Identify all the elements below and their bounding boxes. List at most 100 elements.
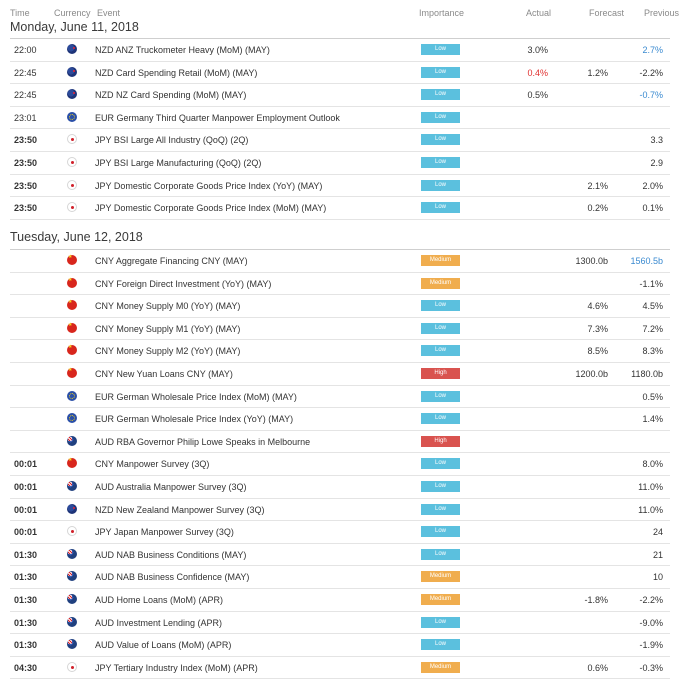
event-name[interactable]: JPY Japan Manpower Survey (3Q) bbox=[95, 527, 234, 538]
previous-value: 11.0% bbox=[638, 481, 663, 492]
table-row[interactable]: CNY Money Supply M0 (YoY) (MAY) Low 4.6% 4.… bbox=[10, 295, 670, 318]
importance-badge: Low bbox=[421, 639, 460, 651]
table-row[interactable]: 00:01 AUD Australia Manpower Survey (3Q) L… bbox=[10, 476, 670, 499]
header-currency: Currency bbox=[54, 8, 91, 18]
importance-badge: Low bbox=[421, 526, 460, 538]
eu-flag-icon bbox=[67, 111, 77, 122]
event-name[interactable]: AUD Investment Lending (APR) bbox=[95, 617, 223, 628]
eu-flag-icon bbox=[67, 390, 77, 401]
nz-flag-icon bbox=[67, 66, 77, 77]
importance-badge: High bbox=[421, 435, 460, 447]
table-row[interactable]: 00:01 CNY Manpower Survey (3Q) Low 8.0% bbox=[10, 453, 670, 476]
table-row[interactable]: CNY New Yuan Loans CNY (MAY) High 1200.0b 1… bbox=[10, 363, 670, 386]
event-time: 22:45 bbox=[14, 90, 37, 101]
event-name[interactable]: JPY Domestic Corporate Goods Price Index… bbox=[95, 203, 327, 214]
jp-flag-icon bbox=[67, 661, 77, 672]
table-row[interactable]: CNY Aggregate Financing CNY (MAY) Medium 1… bbox=[10, 250, 670, 273]
cn-flag-icon bbox=[67, 367, 77, 378]
event-name[interactable]: CNY Money Supply M2 (YoY) (MAY) bbox=[95, 346, 241, 357]
previous-value: -0.3% bbox=[639, 662, 663, 673]
importance-badge: Low bbox=[421, 458, 460, 470]
previous-value: 1.4% bbox=[642, 414, 663, 425]
table-row[interactable]: 22:00 NZD ANZ Truckometer Heavy (MoM) (MA… bbox=[10, 39, 670, 62]
event-name[interactable]: NZD New Zealand Manpower Survey (3Q) bbox=[95, 504, 265, 515]
previous-value: 21 bbox=[652, 549, 663, 560]
importance-badge: Medium bbox=[421, 571, 460, 583]
table-row[interactable]: 23:50 JPY BSI Large All Industry (QoQ) (2… bbox=[10, 129, 670, 152]
au-flag-icon bbox=[67, 548, 77, 559]
importance-badge: High bbox=[421, 367, 460, 379]
cn-flag-icon bbox=[67, 457, 77, 469]
event-name[interactable]: CNY Money Supply M0 (YoY) (MAY) bbox=[95, 301, 241, 312]
event-name[interactable]: JPY BSI Large Manufacturing (QoQ) (2Q) bbox=[95, 157, 262, 168]
table-row[interactable]: EUR German Wholesale Price Index (MoM) (… bbox=[10, 386, 670, 409]
importance-badge: Low bbox=[421, 616, 460, 628]
event-name[interactable]: CNY Manpower Survey (3Q) bbox=[95, 459, 210, 470]
table-row[interactable]: 01:30 AUD Value of Loans (MoM) (APR) Low -1… bbox=[10, 634, 670, 657]
table-row[interactable]: EUR German Wholesale Price Index (YoY) (… bbox=[10, 408, 670, 431]
jp-flag-icon bbox=[67, 134, 77, 145]
forecast-value: 1200.0b bbox=[575, 368, 608, 379]
event-name[interactable]: NZD ANZ Truckometer Heavy (MoM) (MAY) bbox=[95, 45, 270, 55]
event-name[interactable]: AUD Home Loans (MoM) (APR) bbox=[95, 594, 224, 605]
jp-flag-icon bbox=[67, 179, 77, 190]
event-name[interactable]: EUR German Wholesale Price Index (MoM) (… bbox=[95, 391, 297, 402]
event-time: 00:01 bbox=[14, 527, 38, 538]
event-name[interactable]: EUR Germany Third Quarter Manpower Emplo… bbox=[95, 112, 340, 123]
event-name[interactable]: NZD NZ Card Spending (MoM) (MAY) bbox=[95, 90, 247, 101]
table-row[interactable]: 01:30 AUD NAB Business Conditions (MAY) Lo… bbox=[10, 544, 670, 567]
table-row[interactable]: 00:01 NZD New Zealand Manpower Survey (3Q… bbox=[10, 499, 670, 522]
importance-badge: Low bbox=[421, 179, 460, 191]
previous-value: 24 bbox=[652, 527, 663, 538]
event-name[interactable]: CNY Money Supply M1 (YoY) (MAY) bbox=[95, 323, 241, 334]
table-row[interactable]: 04:30 JPY Tertiary Industry Index (MoM) (… bbox=[10, 657, 670, 680]
importance-badge: Low bbox=[421, 503, 460, 515]
cn-flag-icon bbox=[67, 277, 77, 288]
previous-value: -1.9% bbox=[639, 640, 663, 651]
event-time: 01:30 bbox=[14, 549, 38, 560]
cn-flag-icon bbox=[67, 254, 77, 265]
event-name[interactable]: AUD NAB Business Conditions (MAY) bbox=[95, 549, 247, 560]
previous-value: -2.2% bbox=[639, 67, 663, 78]
table-row[interactable]: 22:45 NZD Card Spending Retail (MoM) (MAY… bbox=[10, 62, 670, 85]
event-name[interactable]: JPY Domestic Corporate Goods Price Index… bbox=[95, 180, 323, 191]
importance-badge: Low bbox=[421, 156, 460, 168]
event-name[interactable]: AUD RBA Governor Philip Lowe Speaks in M… bbox=[95, 436, 311, 447]
table-row[interactable]: CNY Money Supply M1 (YoY) (MAY) Low 7.3% 7.… bbox=[10, 318, 670, 341]
day-heading: Monday, June 11, 2018 bbox=[10, 20, 139, 34]
forecast-value: 7.3% bbox=[587, 323, 608, 334]
table-row[interactable]: 00:01 JPY Japan Manpower Survey (3Q) Low 24 bbox=[10, 521, 670, 544]
event-time: 23:50 bbox=[14, 203, 38, 214]
event-name[interactable]: AUD Value of Loans (MoM) (APR) bbox=[95, 640, 232, 651]
table-row[interactable]: 22:45 NZD NZ Card Spending (MoM) (MAY) Low… bbox=[10, 84, 670, 107]
table-row[interactable]: 23:50 JPY Domestic Corporate Goods Price … bbox=[10, 175, 670, 198]
table-row[interactable]: 23:50 JPY BSI Large Manufacturing (QoQ) (… bbox=[10, 152, 670, 175]
event-name[interactable]: JPY Tertiary Industry Index (MoM) (APR) bbox=[95, 662, 258, 673]
event-name[interactable]: CNY Aggregate Financing CNY (MAY) bbox=[95, 256, 248, 266]
table-row[interactable]: 23:50 JPY Domestic Corporate Goods Price … bbox=[10, 197, 670, 220]
au-flag-icon bbox=[67, 435, 77, 446]
nz-flag-icon bbox=[67, 503, 77, 514]
event-time: 00:01 bbox=[14, 504, 38, 515]
nz-flag-icon bbox=[67, 44, 77, 54]
table-row[interactable]: 01:30 AUD NAB Business Confidence (MAY) Me… bbox=[10, 566, 670, 589]
event-name[interactable]: AUD Australia Manpower Survey (3Q) bbox=[95, 481, 247, 492]
cn-flag-icon bbox=[67, 344, 77, 356]
event-name[interactable]: CNY Foreign Direct Investment (YoY) (MAY… bbox=[95, 278, 272, 289]
previous-value: 2.9 bbox=[650, 157, 663, 168]
event-name[interactable]: JPY BSI Large All Industry (QoQ) (2Q) bbox=[95, 135, 249, 146]
table-row[interactable]: 01:30 AUD Investment Lending (APR) Low -9.0… bbox=[10, 612, 670, 635]
event-name[interactable]: EUR German Wholesale Price Index (YoY) (… bbox=[95, 414, 294, 425]
table-row[interactable]: 01:30 AUD Home Loans (MoM) (APR) Medium -1.… bbox=[10, 589, 670, 612]
table-row[interactable]: 23:01 EUR Germany Third Quarter Manpower … bbox=[10, 107, 670, 130]
table-row[interactable]: CNY Money Supply M2 (YoY) (MAY) Low 8.5% 8.… bbox=[10, 340, 670, 363]
previous-value: 8.3% bbox=[642, 346, 663, 357]
day-heading: Tuesday, June 12, 2018 bbox=[10, 230, 143, 244]
event-name[interactable]: NZD Card Spending Retail (MoM) (MAY) bbox=[95, 67, 258, 78]
table-row[interactable]: CNY Foreign Direct Investment (YoY) (MAY… bbox=[10, 273, 670, 296]
event-name[interactable]: AUD NAB Business Confidence (MAY) bbox=[95, 572, 250, 583]
previous-value: -1.1% bbox=[639, 278, 663, 289]
event-name[interactable]: CNY New Yuan Loans CNY (MAY) bbox=[95, 368, 233, 379]
table-row[interactable]: AUD RBA Governor Philip Lowe Speaks in M… bbox=[10, 431, 670, 454]
cn-flag-icon bbox=[67, 299, 77, 311]
